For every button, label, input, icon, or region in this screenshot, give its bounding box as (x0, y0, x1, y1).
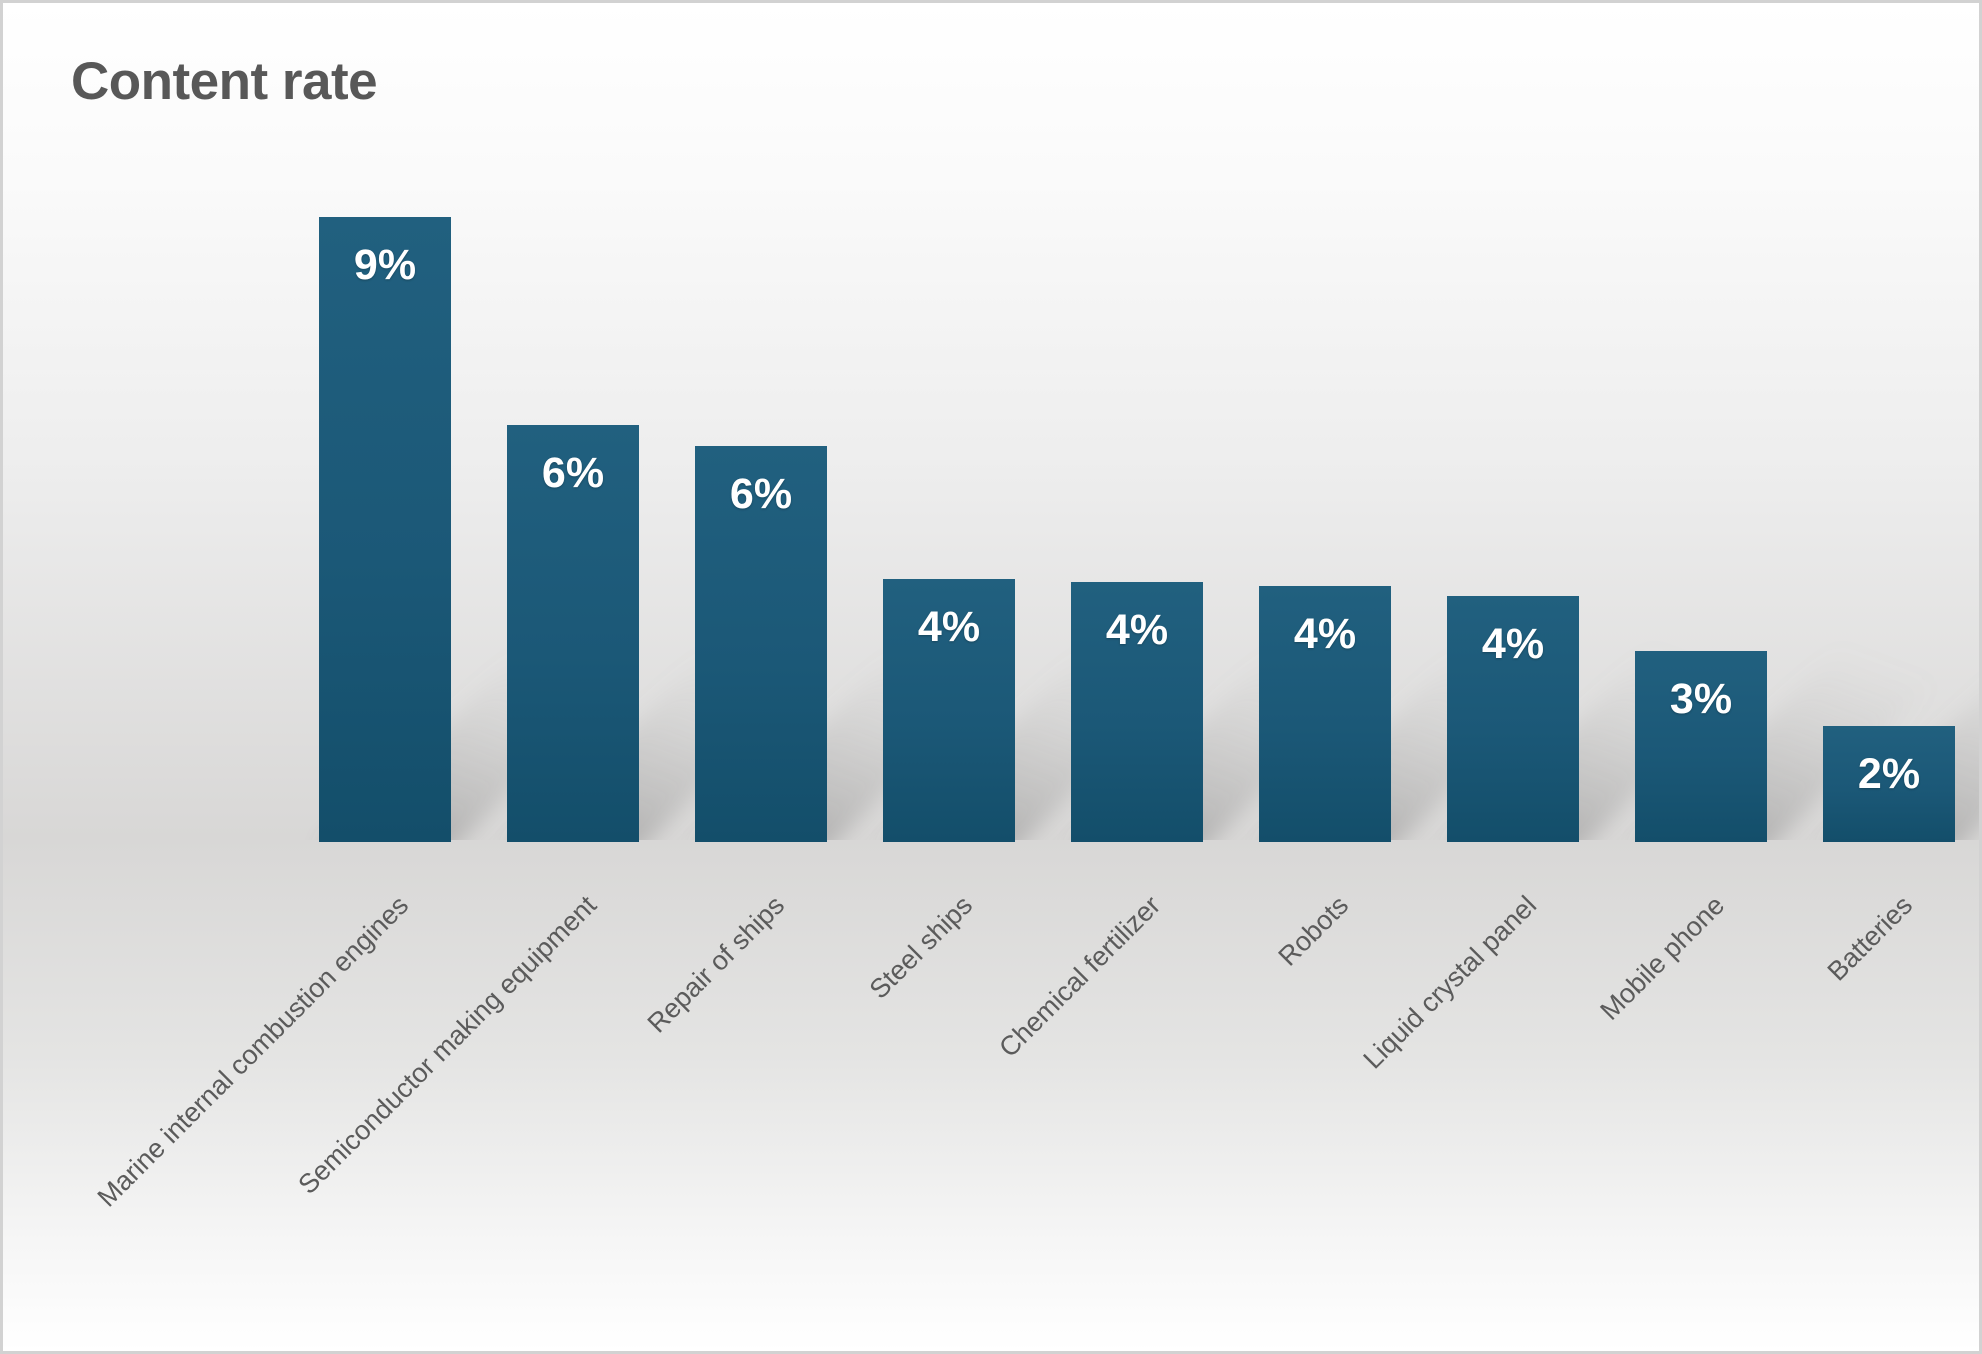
bar-value-label: 2% (1857, 750, 1921, 798)
bar-7: 4% (1447, 596, 1579, 842)
chart-title: Content rate (71, 52, 378, 111)
bar-value-label: 6% (541, 449, 605, 497)
bar-value-label: 4% (1105, 606, 1169, 654)
bar-value-label: 4% (1481, 620, 1545, 668)
bar-value-label: 3% (1669, 675, 1733, 723)
bar-6: 4% (1259, 586, 1391, 842)
bar-4: 4% (883, 579, 1015, 842)
bar-value-label: 4% (917, 603, 981, 651)
bar-5: 4% (1071, 582, 1203, 842)
bar-value-label: 6% (729, 470, 793, 518)
bar-value-label: 4% (1293, 610, 1357, 658)
bar-value-label: 9% (353, 241, 417, 289)
bar-3: 6% (695, 446, 827, 842)
bar-1: 9% (319, 217, 451, 842)
bar-2: 6% (507, 425, 639, 842)
bar-8: 3% (1635, 651, 1767, 842)
bar-9: 2% (1823, 726, 1955, 842)
